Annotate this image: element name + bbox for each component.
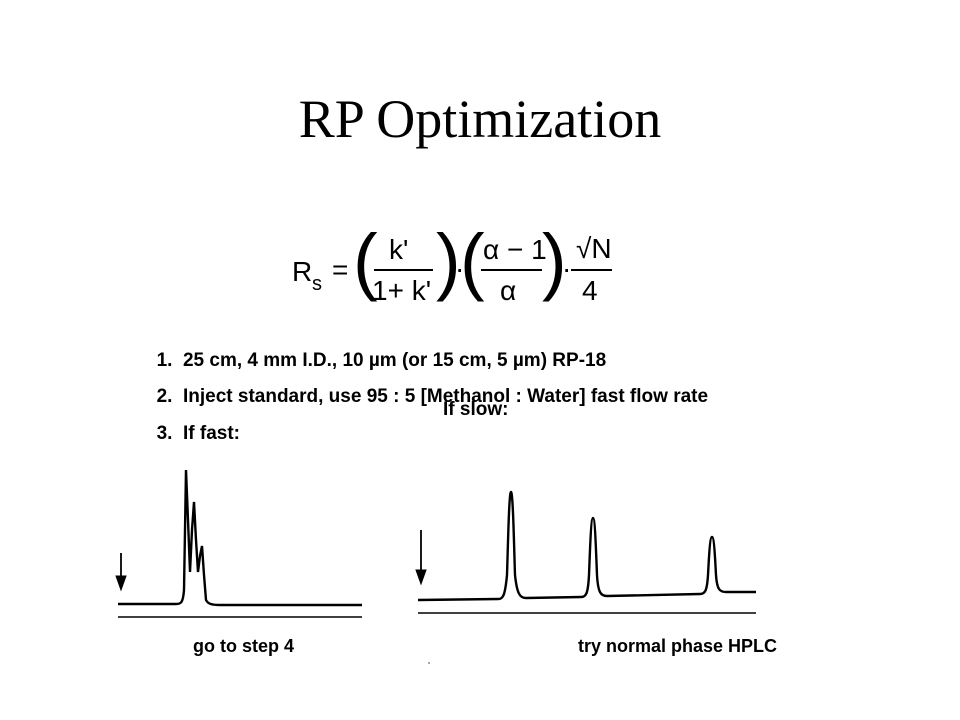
dot-2: · [562, 253, 571, 284]
step-3: 3. If fast: [146, 401, 240, 445]
frac2-open-paren: ( [460, 219, 485, 302]
frac2-numerator: α − 1 [483, 234, 547, 265]
step-1: 1. 25 cm, 4 mm I.D., 10 µm (or 15 cm, 5 … [146, 328, 607, 372]
step-2-number: 2. [156, 386, 173, 407]
step-1-text: 25 cm, 4 mm I.D., 10 µm (or 15 cm, 5 µm)… [182, 350, 607, 371]
frac3-denominator: 4 [582, 275, 598, 306]
fast-chromatogram [115, 469, 362, 618]
slow-caption: try normal phase HPLC [578, 636, 778, 656]
slow-chromatogram [415, 490, 756, 614]
slow-injection-arrowhead [415, 569, 427, 586]
step-3-text: If fast: [182, 423, 240, 444]
equation-lhs: R [292, 256, 312, 287]
slide-title: RP Optimization [298, 89, 662, 149]
frac2-denominator: α [500, 275, 516, 306]
step-2: 2. Inject standard, use 95 : 5 [Methanol… [146, 364, 708, 408]
if-slow-label: If slow: [443, 399, 509, 420]
step-2-text: Inject standard, use 95 : 5 [Methanol : … [182, 386, 709, 407]
fast-injection-arrowhead [115, 575, 127, 592]
frac1-numerator: k' [389, 234, 408, 265]
slow-trace [417, 490, 756, 602]
fast-trace [118, 469, 362, 607]
frac1-close-paren: ) [436, 219, 461, 302]
frac2-close-paren: ) [542, 219, 567, 302]
dot-1: · [455, 253, 464, 284]
frac1-open-paren: ( [353, 219, 378, 302]
step-3-number: 3. [156, 423, 173, 444]
frac3-numerator: √N [576, 233, 612, 264]
fast-caption: go to step 4 [193, 636, 295, 656]
frac1-denominator: 1+ k' [372, 275, 431, 306]
equation-equals: = [332, 254, 348, 285]
step-1-number: 1. [156, 350, 173, 371]
stray-dot [428, 662, 430, 664]
equation-lhs-subscript: s [312, 273, 322, 295]
